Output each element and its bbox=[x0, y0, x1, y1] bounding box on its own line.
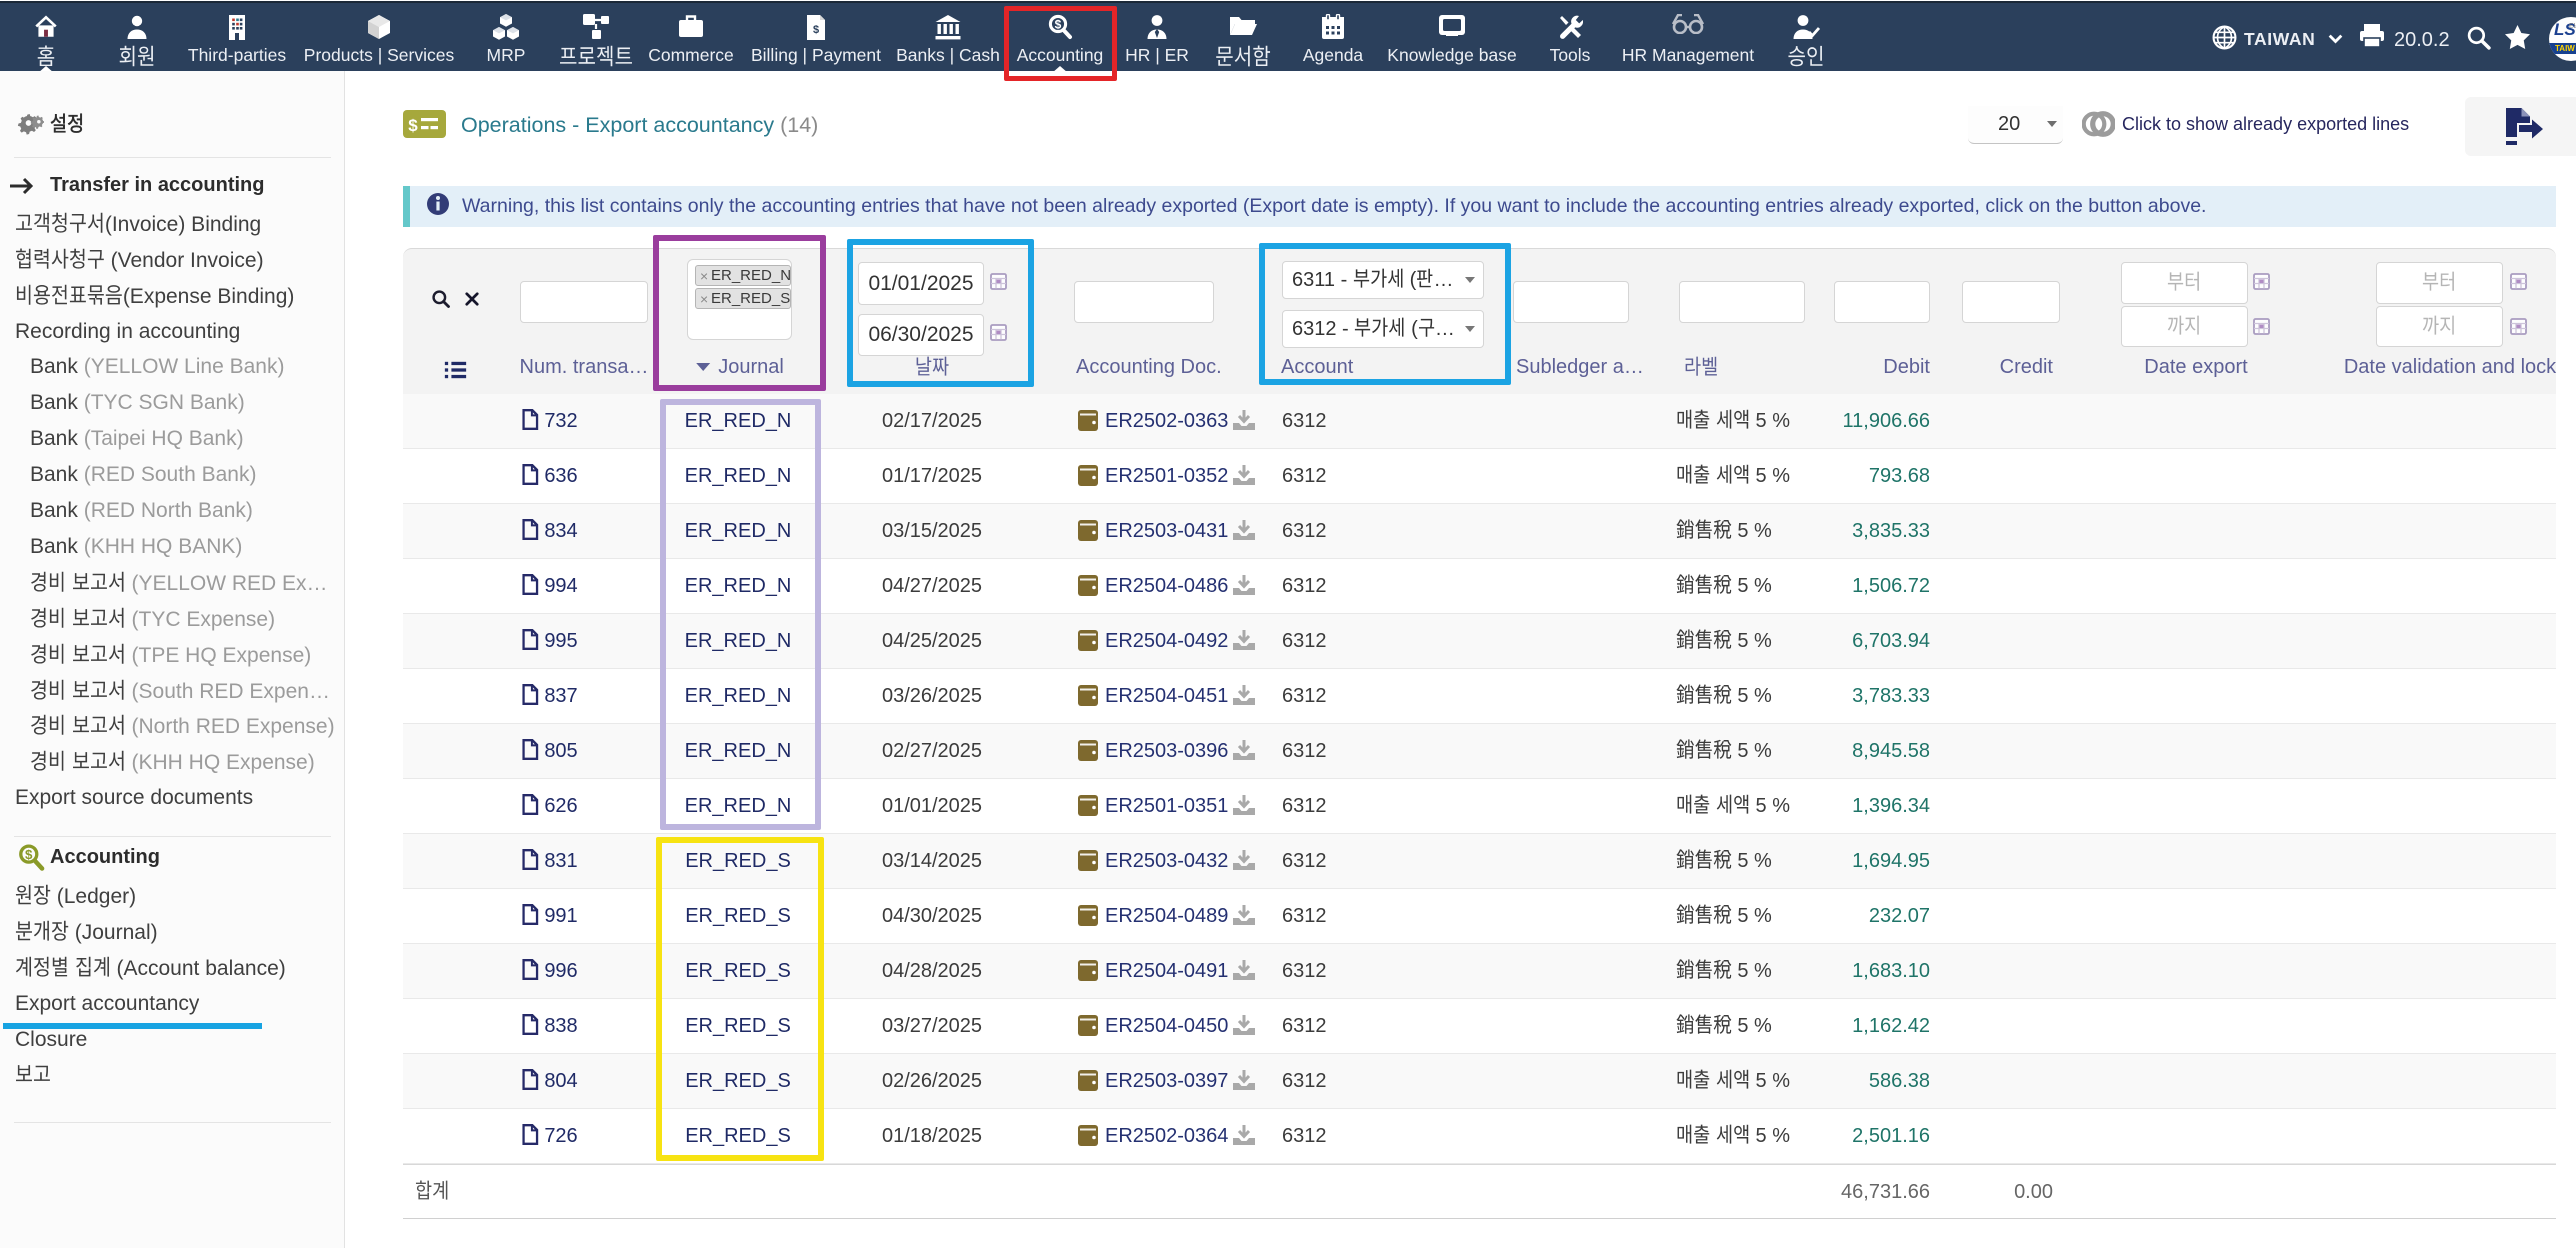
svg-text:$: $ bbox=[408, 116, 418, 135]
svg-text:$: $ bbox=[25, 847, 33, 862]
svg-text:$: $ bbox=[813, 24, 819, 36]
svg-text:$: $ bbox=[1055, 17, 1062, 31]
